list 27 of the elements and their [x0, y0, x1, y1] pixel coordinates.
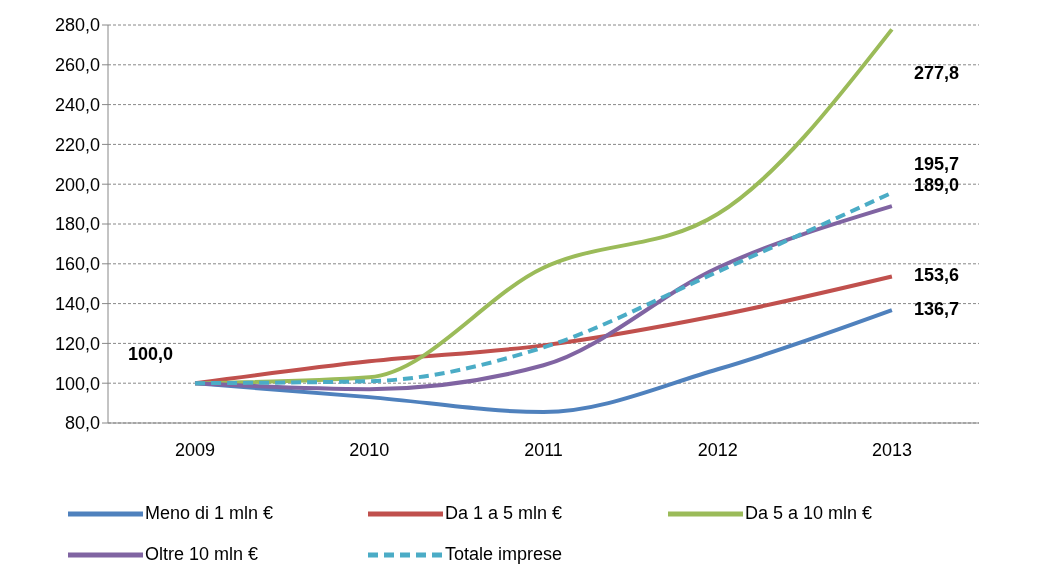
y-tick-label: 200,0 — [54, 174, 100, 195]
legend-label: Oltre 10 mln € — [145, 544, 259, 565]
x-tick-label: 2011 — [524, 439, 563, 460]
y-tick-label: 120,0 — [54, 333, 100, 354]
data-label: 195,7 — [913, 153, 959, 174]
legend-label: Da 5 a 10 mln € — [745, 503, 873, 524]
y-tick-label: 240,0 — [54, 94, 100, 115]
data-label: 189,0 — [913, 174, 959, 195]
legend-label: Da 1 a 5 mln € — [445, 503, 563, 524]
y-tick-label: 160,0 — [54, 254, 100, 275]
y-tick-label: 80,0 — [64, 413, 100, 434]
x-tick-label: 2009 — [175, 439, 216, 460]
x-tick-label: 2010 — [349, 439, 390, 460]
y-tick-label: 140,0 — [54, 293, 100, 314]
data-label: 100,0 — [128, 343, 174, 364]
y-tick-label: 280,0 — [54, 15, 100, 36]
x-tick-label: 2013 — [871, 439, 912, 460]
x-tick-label: 2012 — [697, 439, 738, 460]
y-tick-label: 220,0 — [54, 134, 100, 155]
data-label: 277,8 — [913, 63, 959, 84]
legend-label: Totale imprese — [445, 544, 563, 565]
y-tick-label: 180,0 — [54, 214, 100, 235]
y-tick-label: 260,0 — [54, 55, 100, 76]
y-tick-label: 100,0 — [54, 373, 100, 394]
data-label: 153,6 — [913, 265, 959, 286]
data-label: 136,7 — [913, 298, 959, 319]
legend-label: Meno di 1 mln € — [145, 503, 274, 524]
